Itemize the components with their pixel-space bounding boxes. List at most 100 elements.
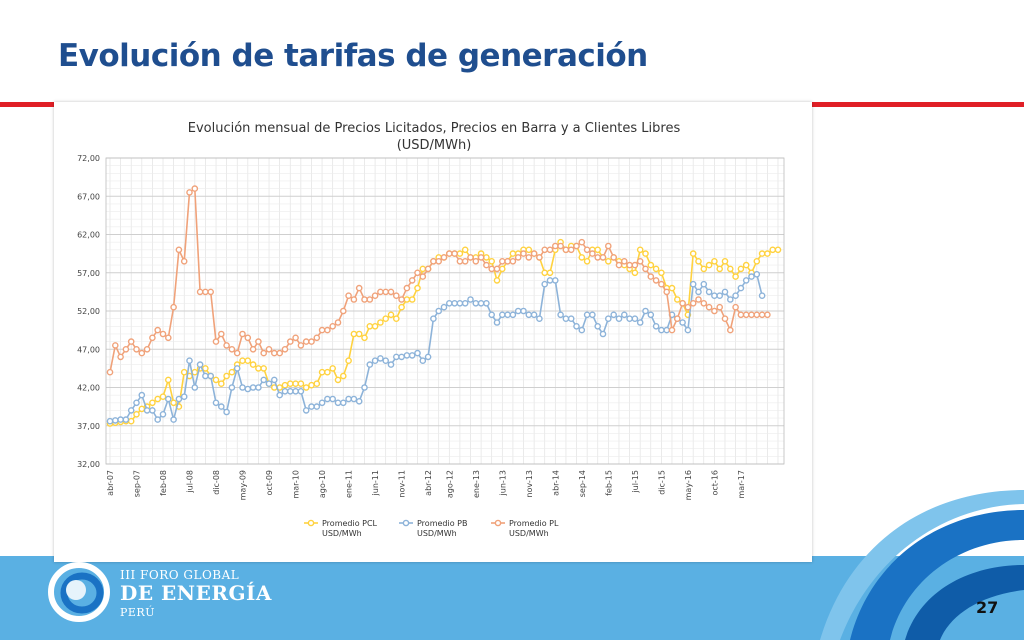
y-tick-label: 62,00: [77, 231, 100, 240]
data-point: [202, 372, 209, 380]
data-point: [276, 349, 283, 357]
data-point: [355, 284, 363, 292]
gridlines: [105, 157, 785, 465]
data-point: [286, 387, 294, 395]
data-point: [292, 387, 299, 395]
forum-logo: [46, 560, 112, 628]
data-point: [186, 189, 193, 196]
x-tick-label: mar-10: [292, 470, 301, 499]
data-point: [488, 311, 496, 319]
data-point: [764, 250, 771, 257]
data-point: [652, 277, 660, 284]
data-point: [700, 280, 708, 288]
chart-subtitle: (USD/MWh): [397, 138, 472, 153]
data-point: [472, 299, 480, 307]
logo-text: III FORO GLOBAL DE ENERGÍA PERÚ: [120, 568, 272, 619]
data-point: [737, 311, 745, 319]
data-point: [292, 334, 299, 342]
data-point: [636, 246, 644, 254]
data-point: [721, 315, 729, 322]
chart-title: Evolución mensual de Precios Licitados, …: [188, 121, 681, 136]
data-point: [133, 345, 140, 353]
data-point: [525, 311, 533, 319]
data-point: [684, 303, 692, 311]
data-point: [631, 261, 639, 269]
data-point: [170, 303, 177, 311]
data-point: [398, 303, 405, 311]
data-point: [753, 257, 761, 265]
data-point: [636, 257, 644, 265]
data-point: [313, 380, 321, 388]
data-point: [567, 315, 575, 322]
data-point: [202, 288, 209, 296]
x-tick-label: abr-07: [106, 470, 115, 496]
data-point: [430, 257, 437, 265]
data-point: [127, 417, 135, 425]
data-point: [138, 349, 146, 357]
data-point: [498, 257, 506, 265]
data-point: [387, 288, 395, 296]
legend-swatch-marker: [494, 519, 502, 527]
data-point: [180, 393, 188, 401]
data-point: [387, 311, 395, 319]
data-point: [345, 357, 352, 365]
data-point: [615, 261, 623, 269]
data-point: [324, 368, 331, 376]
x-tick-label: ene-11: [345, 470, 354, 498]
series-line: [109, 240, 778, 425]
data-point: [562, 246, 570, 254]
data-point: [112, 417, 119, 424]
data-point: [647, 273, 655, 280]
data-point: [217, 403, 225, 410]
x-tick-label: ago-12: [445, 470, 454, 498]
data-point: [578, 326, 586, 334]
data-point: [689, 250, 697, 257]
series-2: [106, 270, 766, 425]
data-point: [748, 273, 755, 280]
data-point: [541, 269, 549, 277]
data-point: [467, 296, 474, 303]
data-point: [652, 265, 660, 273]
data-point: [260, 365, 267, 372]
data-point: [138, 405, 146, 413]
data-point: [658, 280, 665, 288]
data-point: [583, 311, 591, 319]
y-axis: 72,00 67,00 62,00 57,00 52,00 47,00 42,00 37,00…: [77, 154, 100, 469]
data-point: [233, 349, 241, 357]
data-point: [525, 254, 533, 261]
data-point: [716, 303, 724, 311]
data-point: [599, 254, 607, 261]
data-point: [329, 395, 337, 403]
y-tick-label: 42,00: [77, 384, 100, 393]
data-point: [138, 391, 146, 399]
data-point: [345, 292, 352, 299]
data-point: [679, 319, 686, 326]
data-point: [509, 257, 517, 265]
data-point: [414, 284, 421, 292]
data-point: [308, 338, 315, 345]
data-point: [165, 334, 172, 342]
data-point: [371, 292, 379, 299]
data-point: [143, 345, 151, 353]
data-point: [530, 311, 538, 319]
data-point: [408, 296, 416, 303]
data-point: [594, 254, 602, 261]
data-point: [541, 280, 549, 288]
data-point: [461, 299, 469, 307]
data-point: [605, 257, 612, 265]
legend-label-unit: USD/MWh: [509, 529, 549, 538]
data-point: [350, 395, 358, 403]
data-point: [711, 257, 718, 265]
data-point: [445, 250, 453, 257]
data-point: [546, 246, 554, 254]
x-tick-label: jun-13: [498, 470, 507, 496]
data-point: [382, 288, 390, 296]
data-point: [366, 296, 374, 303]
data-point: [324, 395, 331, 403]
data-point: [149, 334, 156, 342]
x-tick-label: abr-12: [424, 470, 433, 496]
data-point: [255, 338, 262, 345]
legend-label-unit: USD/MWh: [322, 529, 362, 538]
data-point: [668, 284, 676, 292]
